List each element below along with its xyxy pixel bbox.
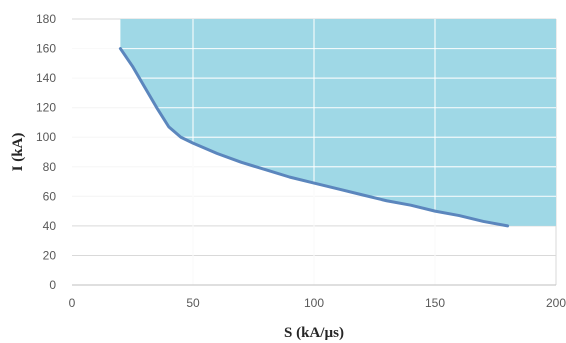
y-tick-label: 40 bbox=[43, 219, 57, 233]
y-tick-label: 120 bbox=[36, 101, 56, 115]
x-tick-label: 50 bbox=[186, 296, 200, 310]
y-axis-label: I (kA) bbox=[10, 133, 26, 172]
x-tick-label: 0 bbox=[69, 296, 76, 310]
x-tick-label: 100 bbox=[304, 296, 324, 310]
y-tick-label: 160 bbox=[36, 42, 56, 56]
y-tick-label: 60 bbox=[43, 189, 57, 203]
boundary-line bbox=[118, 47, 510, 228]
tick-labels: 0 20 40 60 80 100 120 140 160 180 0 50 100 150 200 bbox=[36, 12, 566, 310]
y-tick-label: 100 bbox=[36, 130, 56, 144]
shaded-area bbox=[120, 19, 557, 226]
y-tick-label: 140 bbox=[36, 71, 56, 85]
boundary-curve bbox=[118, 47, 510, 228]
y-tick-label: 0 bbox=[49, 278, 56, 292]
x-tick-label: 200 bbox=[546, 296, 566, 310]
y-tick-label: 20 bbox=[43, 248, 57, 262]
y-tick-label: 80 bbox=[43, 160, 57, 174]
x-tick-label: 150 bbox=[425, 296, 445, 310]
x-axis-label: S (kA/µs) bbox=[284, 325, 344, 341]
shaded-region bbox=[72, 19, 557, 285]
y-tick-label: 180 bbox=[36, 12, 56, 26]
